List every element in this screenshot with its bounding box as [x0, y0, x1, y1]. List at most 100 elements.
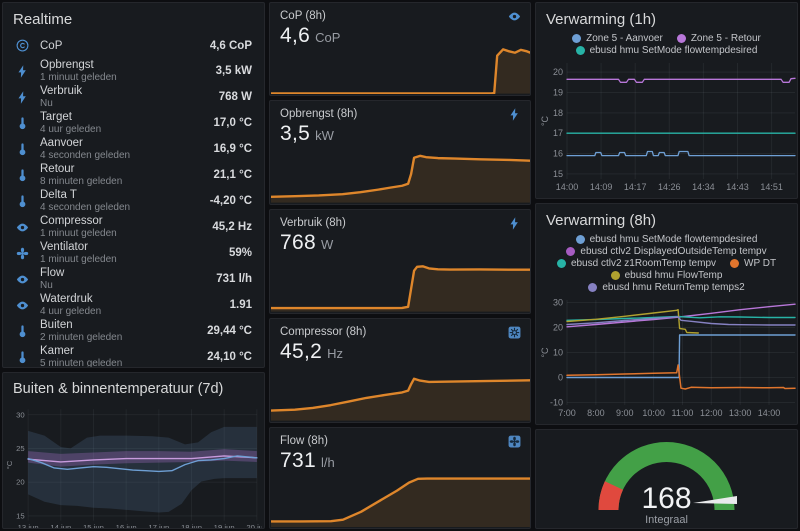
svg-text:15: 15	[553, 169, 563, 179]
legend-item[interactable]: ebusd hmu ReturnTemp temps2	[588, 282, 745, 293]
svg-text:20: 20	[16, 478, 25, 487]
svg-text:°C: °C	[5, 460, 14, 469]
legend-item[interactable]: ebusd hmu SetMode flowtempdesired	[575, 234, 757, 245]
metric-value: 21,1 °C	[213, 169, 252, 181]
metric-label: Retour	[40, 163, 75, 175]
eye-icon	[507, 9, 522, 24]
sparkline-opbrengst-8h-sparkline[interactable]	[271, 146, 531, 203]
metric-value: 768 W	[218, 91, 252, 103]
panel-stat-flow-8h-sparkline: Flow (8h) 731 l/h	[269, 427, 531, 529]
svg-text:19 jun: 19 jun	[214, 523, 235, 529]
legend-item[interactable]: WP DT	[730, 258, 776, 269]
svg-text:20: 20	[553, 323, 563, 333]
metric-age: Nu	[40, 280, 53, 291]
chart-verwarming-1h[interactable]: 14:00 14:09 14:17 14:26 14:34 14:43 14:51 15 16 1…	[540, 58, 798, 194]
svg-text:11:00: 11:00	[672, 408, 694, 418]
thermometer-icon	[15, 194, 30, 209]
chart-buiten-binnentemperatuur-7d[interactable]: 13 jun 14 jun 15 jun 16 jun 17 jun 18 jun 19 j…	[5, 405, 262, 529]
metric-value: 24,10 °C	[207, 351, 252, 363]
svg-text:14:26: 14:26	[658, 182, 681, 192]
legend-item[interactable]: Zone 5 - Retour	[676, 33, 761, 44]
legend-item[interactable]: ebusd hmu FlowTemp	[610, 270, 722, 281]
panel-title-verwarming-1h[interactable]: Verwarming (1h)	[546, 11, 657, 28]
stat-title[interactable]: CoP (8h)	[280, 10, 326, 22]
legend-verwarming-8h: ebusd hmu SetMode flowtempdesired ebusd c…	[536, 232, 797, 295]
svg-text:10:00: 10:00	[642, 408, 665, 418]
metric-label: Kamer	[40, 345, 74, 357]
realtime-row: Ventilator 1 minuut geleden 59%	[3, 240, 264, 266]
svg-text:14:51: 14:51	[760, 182, 783, 192]
sparkline-cop-8h-sparkline[interactable]	[271, 43, 531, 94]
gear-square-icon	[507, 325, 522, 340]
fan-icon	[15, 246, 30, 261]
realtime-row: Waterdruk 4 uur geleden 1.91	[3, 292, 264, 318]
bolt-icon	[15, 64, 30, 79]
stat-value: 4,6	[280, 24, 311, 47]
svg-text:30: 30	[553, 298, 563, 308]
panel-stat-compressor-8h-sparkline: Compressor (8h) 45,2 Hz	[269, 318, 531, 423]
svg-text:12:00: 12:00	[700, 408, 723, 418]
pinwheel-square-icon	[507, 434, 522, 449]
metric-value: -4,20 °C	[209, 195, 252, 207]
panel-stat-opbrengst-8h-sparkline: Opbrengst (8h) 3,5 kW	[269, 100, 531, 205]
stat-title[interactable]: Compressor (8h)	[280, 326, 367, 338]
legend-item[interactable]: ebusd hmu SetMode flowtempdesired	[575, 45, 757, 56]
eye-icon	[15, 298, 30, 313]
metric-label: Ventilator	[40, 241, 88, 253]
realtime-row: Kamer 5 minuten geleden 24,10 °C	[3, 344, 264, 367]
chart-verwarming-8h[interactable]: 7:00 8:00 9:00 10:00 11:00 12:00 13:00 14:00 -10…	[540, 295, 798, 420]
legend-item[interactable]: ebusd ctlv2 DisplayedOutsideTemp tempv	[566, 246, 767, 257]
svg-text:°C: °C	[540, 115, 550, 126]
stat-title[interactable]: Verbruik (8h)	[280, 217, 346, 229]
metric-label: Verbruik	[40, 85, 83, 97]
svg-text:18: 18	[553, 108, 563, 118]
svg-text:20 jun: 20 jun	[246, 523, 262, 529]
stat-title[interactable]: Flow (8h)	[280, 435, 328, 447]
metric-value: 1.91	[229, 299, 252, 311]
svg-text:16 jun: 16 jun	[116, 523, 137, 529]
metric-label: Compressor	[40, 215, 103, 227]
panel-title-realtime[interactable]: Realtime	[13, 11, 73, 28]
realtime-row: Target 4 uur geleden 17,0 °C	[3, 110, 264, 136]
legend-item[interactable]: Zone 5 - Aanvoer	[572, 33, 663, 44]
stat-unit: l/h	[320, 455, 335, 470]
realtime-row: Aanvoer 4 seconden geleden 16,9 °C	[3, 136, 264, 162]
legend-item[interactable]: ebusd ctlv2 z1RoomTemp tempv	[556, 258, 716, 269]
panel-title-verwarming-8h[interactable]: Verwarming (8h)	[546, 212, 657, 229]
metric-label: Buiten	[40, 319, 73, 331]
metric-age: 4 seconden geleden	[40, 202, 131, 213]
stat-unit: CoP	[315, 30, 341, 45]
eye-icon	[15, 272, 30, 287]
svg-text:15 jun: 15 jun	[83, 523, 104, 529]
svg-text:13 jun: 13 jun	[18, 523, 39, 529]
stat-title[interactable]: Opbrengst (8h)	[280, 108, 358, 120]
realtime-row: Flow Nu 731 l/h	[3, 266, 264, 292]
stat-unit: Hz	[327, 346, 343, 361]
sparkline-compressor-8h-sparkline[interactable]	[271, 364, 531, 421]
metric-age: Nu	[40, 98, 53, 109]
bolt-icon	[507, 216, 522, 231]
legend-verwarming-1h: Zone 5 - Aanvoer Zone 5 - Retour ebusd hmu…	[536, 31, 797, 58]
metric-label: Delta T	[40, 189, 77, 201]
sparkline-verbruik-8h-sparkline[interactable]	[271, 255, 531, 312]
svg-text:14:17: 14:17	[624, 182, 647, 192]
metric-age: 1 minuut geleden	[40, 72, 117, 83]
stat-value: 3,5	[280, 122, 311, 145]
svg-text:14 jun: 14 jun	[50, 523, 71, 529]
svg-text:15: 15	[16, 511, 25, 520]
metric-age: 1 minuut geleden	[40, 228, 117, 239]
svg-text:14:00: 14:00	[758, 408, 781, 418]
thermometer-icon	[15, 324, 30, 339]
svg-text:25: 25	[16, 444, 25, 453]
panel-title-buiten[interactable]: Buiten & binnentemperatuur (7d)	[13, 381, 224, 397]
metric-label: Aanvoer	[40, 137, 83, 149]
metric-label: CoP	[40, 39, 63, 52]
metric-label: Target	[40, 111, 72, 123]
metric-age: 1 minuut geleden	[40, 254, 117, 265]
metric-value: 45,2 Hz	[212, 221, 252, 233]
sparkline-flow-8h-sparkline[interactable]	[271, 472, 531, 527]
panel-stat-verbruik-8h-sparkline: Verbruik (8h) 768 W	[269, 209, 531, 314]
